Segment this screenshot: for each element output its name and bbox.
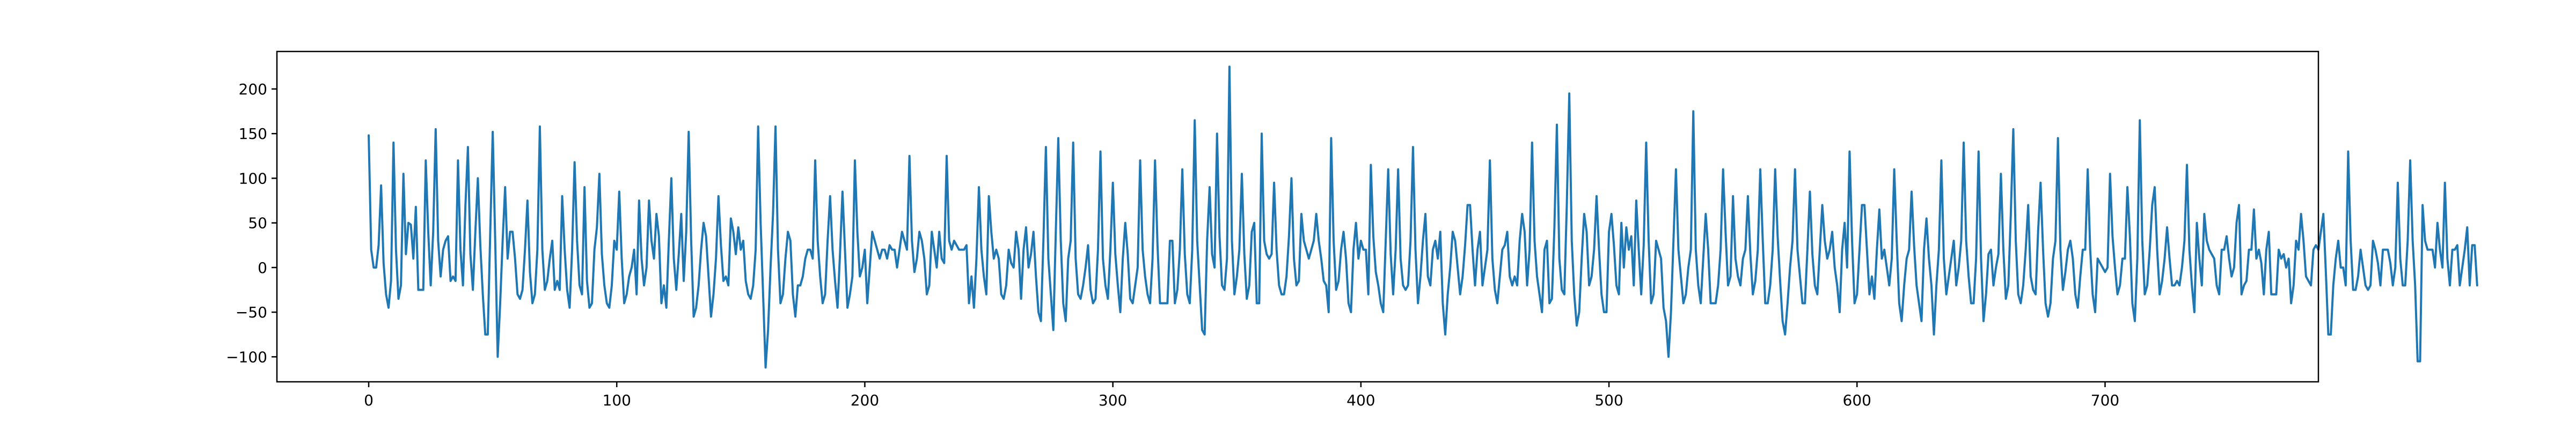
y-tick-label: 100 (239, 169, 267, 187)
x-tick-label: 700 (2091, 391, 2119, 409)
x-tick-label: 0 (364, 391, 374, 409)
x-tick-label: 300 (1099, 391, 1127, 409)
y-tick-label: 200 (239, 80, 267, 98)
y-tick-label: 0 (258, 259, 267, 277)
plot-area (368, 65, 2478, 369)
series-line (368, 65, 2478, 369)
x-tick-label: 400 (1346, 391, 1375, 409)
y-tick-label: 50 (248, 214, 267, 232)
y-tick-label: −50 (236, 304, 267, 321)
x-tick-label: 500 (1594, 391, 1623, 409)
x-axis: 0 100 200 300 400 500 600 700 (364, 382, 2119, 409)
x-tick-label: 600 (1843, 391, 1871, 409)
y-tick-label: 150 (239, 125, 267, 143)
y-tick-label: −100 (226, 348, 267, 366)
x-tick-label: 100 (603, 391, 631, 409)
axes-frame (276, 50, 2319, 383)
y-axis: −100 −50 0 50 100 150 200 (226, 80, 277, 366)
x-tick-label: 200 (851, 391, 879, 409)
